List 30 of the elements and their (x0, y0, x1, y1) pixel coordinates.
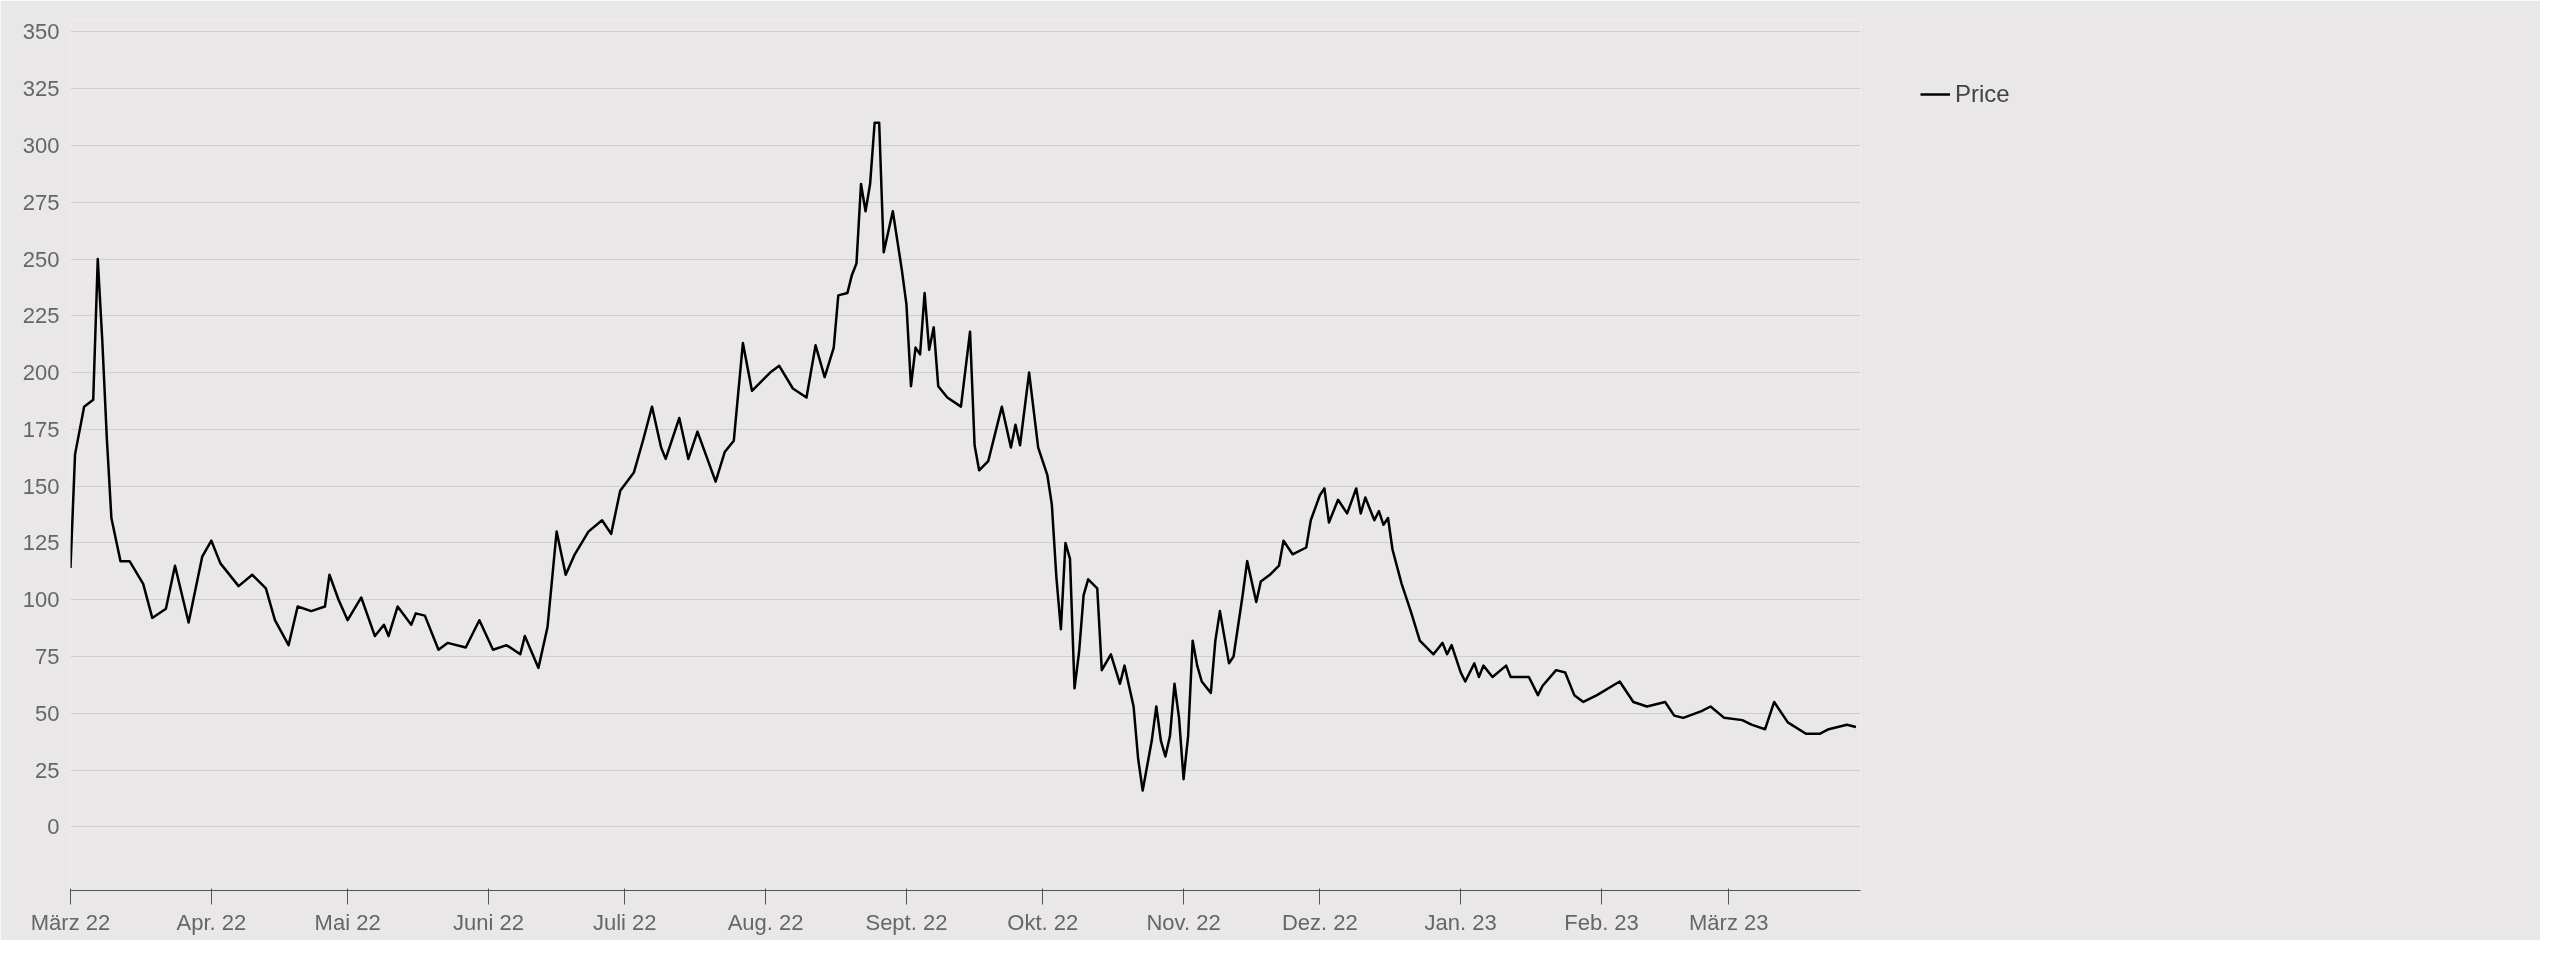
y-tick-label: 125 (22, 530, 60, 556)
y-tick-label: 0 (47, 814, 60, 840)
y-tick-label: 25 (35, 757, 60, 783)
x-tick-label: März 23 (1689, 909, 1769, 935)
y-tick-label: 100 (22, 587, 60, 613)
x-tick-label: Nov. 22 (1146, 909, 1221, 935)
line-series (70, 121, 1858, 792)
x-tick-label: Juni 22 (453, 909, 524, 935)
x-tick-label: Jan. 23 (1424, 909, 1497, 935)
y-tick-label: 275 (22, 189, 60, 215)
x-tick-label: Sept. 22 (865, 909, 948, 935)
x-tick-label: Mai 22 (314, 909, 381, 935)
x-tick-label: März 22 (30, 909, 111, 935)
y-tick-label: 325 (22, 76, 60, 102)
y-tick-label: 350 (22, 19, 60, 45)
x-tick-label: Apr. 22 (176, 909, 247, 935)
y-tick-label: 225 (22, 303, 60, 329)
x-tick-label: Juli 22 (592, 909, 657, 935)
x-tick-label: Dez. 22 (1281, 909, 1358, 935)
y-tick-label: 175 (22, 416, 60, 442)
y-tick-label: 150 (22, 473, 60, 499)
legend-label: Price (1955, 80, 2010, 108)
y-tick-label: 50 (35, 700, 60, 726)
y-tick-label: 250 (22, 246, 60, 272)
y-tick-label: 75 (35, 644, 60, 670)
x-tick-label: Feb. 23 (1564, 909, 1639, 935)
y-tick-label: 200 (22, 360, 60, 386)
y-tick-label: 300 (22, 132, 60, 158)
x-tick-label: Okt. 22 (1007, 909, 1079, 935)
x-tick-label: Aug. 22 (727, 909, 804, 935)
